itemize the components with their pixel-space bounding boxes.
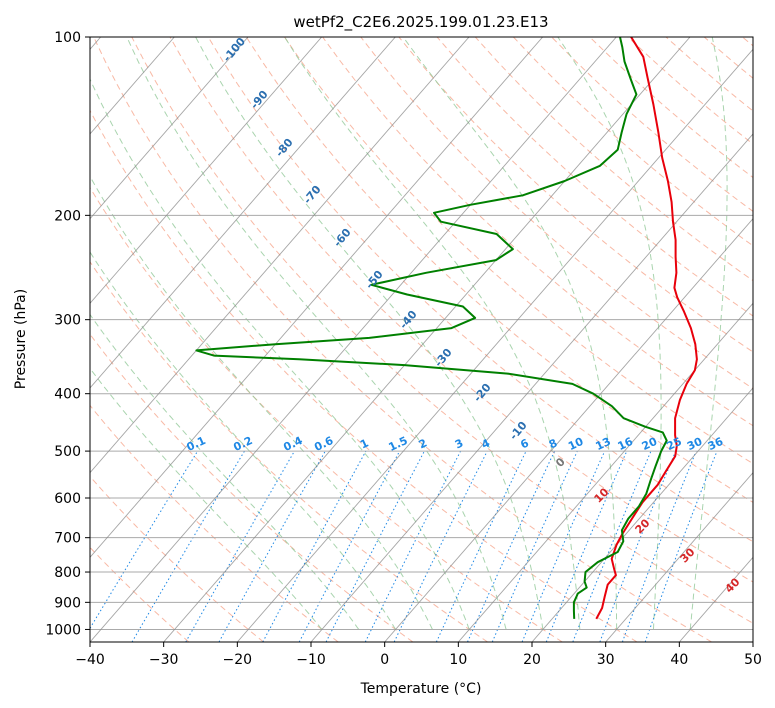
y-axis-label: Pressure (hPa) [13, 289, 29, 389]
isotherm-line [605, 471, 753, 642]
mixing-ratio-line [364, 450, 462, 642]
x-tick-label: −20 [223, 652, 253, 668]
tick-layer: −40 −30 −20 −10 0 10 20 30 40 50 100 200 300 400 500 60… [45, 30, 762, 668]
dry-adiabat-line [90, 260, 488, 642]
x-tick-label: 0 [380, 652, 389, 668]
isotherm-line [90, 37, 249, 220]
mixing-ratio-line [599, 450, 677, 642]
x-tick-label: 50 [744, 652, 762, 668]
isotherm-line [457, 302, 753, 642]
temperature-profile-line [595, 37, 698, 620]
y-tick-label: 200 [54, 208, 81, 224]
x-axis-label: Temperature (°C) [360, 681, 482, 697]
moist-adiabat-line [402, 37, 618, 630]
mixing-ratio-label: 10 [566, 435, 586, 453]
mixing-ratio-line [621, 450, 697, 642]
moist-adiabat-line [90, 175, 433, 630]
plot-frame [89, 36, 754, 643]
moist-adiabat-line [90, 251, 397, 630]
isotherm-line [90, 37, 323, 304]
mixing-ratio-line [90, 450, 199, 630]
x-tick-label: 40 [670, 652, 688, 668]
isotherm-line [90, 37, 544, 559]
dry-adiabat-line [90, 186, 563, 642]
y-tick-label: 400 [54, 387, 81, 403]
dry-adiabat-line [398, 37, 753, 353]
mixing-ratio-line [572, 450, 652, 642]
dry-adiabat-line [436, 37, 753, 317]
x-tick-label: −40 [75, 652, 105, 668]
mixing-ratio-line [262, 450, 367, 642]
dry-adiabat-line [131, 37, 753, 624]
mixing-ratio-line [218, 450, 326, 642]
isotherm-line [163, 37, 691, 642]
mixing-ratio-line [298, 450, 401, 642]
dry-adiabat-line [90, 546, 190, 642]
mixing-ratio-line [545, 450, 628, 642]
moist-adiabat-line [126, 37, 507, 630]
dewpoint-profile-line [195, 37, 668, 619]
mixing-ratio-label: 20 [640, 435, 660, 453]
y-tick-label: 600 [54, 491, 81, 507]
mixing-ratio-line [521, 450, 606, 642]
moist-adiabat-line [90, 313, 360, 630]
dry-adiabat-line [169, 37, 753, 583]
isotherm-line [90, 37, 396, 389]
chart-title: wetPf2_C2E6.2025.199.01.23.E13 [293, 13, 548, 32]
dry-adiabat-line [245, 37, 753, 503]
dry-adiabat-line [90, 404, 339, 642]
isotherm-line [384, 217, 753, 642]
dry-adiabat-line [93, 37, 712, 642]
moist-adiabat-line [689, 37, 728, 630]
isotherm-line [90, 37, 470, 474]
series-layer [195, 37, 698, 620]
x-tick-label: 30 [597, 652, 615, 668]
y-tick-label: 100 [54, 30, 81, 46]
isotherm-line [310, 133, 753, 642]
mixing-ratio-label: 30 [685, 435, 705, 453]
mixing-ratio-label: 13 [594, 435, 613, 453]
moist-adiabat-line [557, 37, 662, 630]
mixing-ratio-line [644, 450, 718, 642]
mixing-ratio-label: 16 [616, 435, 636, 453]
grid-layer [90, 37, 753, 642]
mixing-ratio-label: 36 [706, 435, 726, 453]
y-tick-label: 500 [54, 444, 81, 460]
isotherm-line [531, 387, 753, 642]
moist-adiabat-line [90, 367, 323, 630]
y-tick-label: 900 [54, 595, 81, 611]
x-tick-label: −30 [149, 652, 179, 668]
y-tick-label: 1000 [45, 622, 81, 638]
y-tick-label: 800 [54, 565, 81, 581]
y-tick-label: 300 [54, 313, 81, 329]
x-tick-label: 20 [523, 652, 541, 668]
y-tick-label: 700 [54, 531, 81, 547]
x-tick-label: 10 [449, 652, 467, 668]
x-tick-label: −10 [296, 652, 326, 668]
mixing-ratio-label: 25 [665, 435, 684, 453]
dry-adiabat-line [90, 475, 264, 642]
isotherm-line [236, 48, 753, 642]
moist-adiabat-line [195, 37, 544, 630]
moist-adiabat-line [90, 77, 470, 630]
moist-adiabat-line [284, 37, 581, 630]
dry-adiabat-line [90, 109, 638, 642]
